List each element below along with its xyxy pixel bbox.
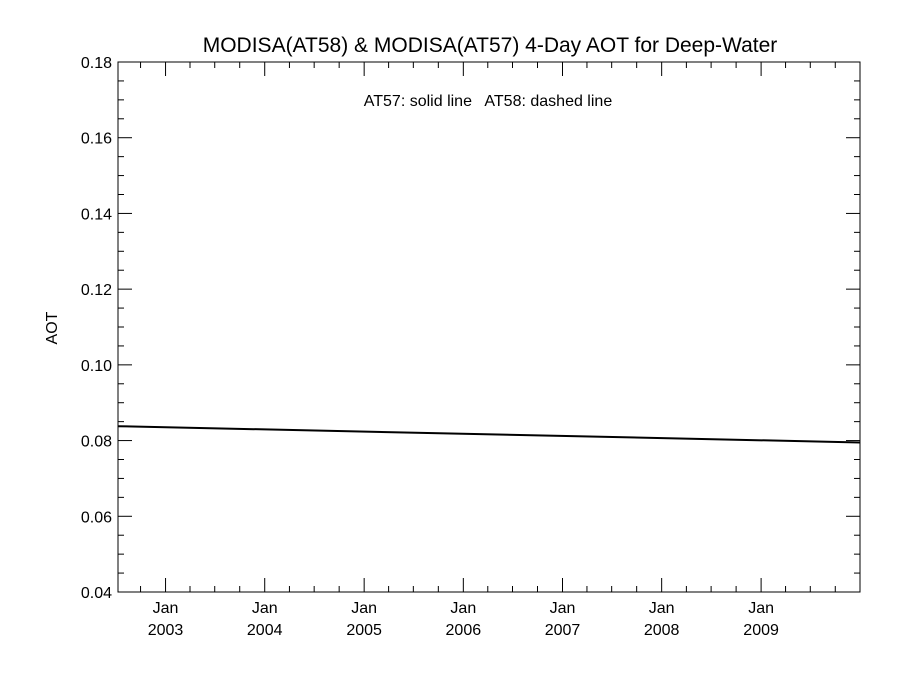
series-line-at57 bbox=[117, 425, 861, 444]
y-tick-label: 0.12 bbox=[81, 282, 112, 299]
x-major-ticks: Jan 2003 Jan 2004 Jan 2005 Jan 2006 Jan 2007 Jan 20… bbox=[148, 62, 779, 639]
x-minor-ticks bbox=[140, 62, 836, 592]
x-tick-label-year: 2004 bbox=[247, 622, 283, 639]
y-axis-label: AOT bbox=[44, 311, 61, 344]
x-tick-label-month: Jan bbox=[550, 600, 576, 617]
x-tick-label-year: 2008 bbox=[644, 622, 680, 639]
x-tick-label-month: Jan bbox=[351, 600, 377, 617]
x-tick-label-month: Jan bbox=[153, 600, 179, 617]
x-tick-label-month: Jan bbox=[748, 600, 774, 617]
x-tick-label-year: 2005 bbox=[346, 622, 382, 639]
legend-annotation: AT57: solid line AT58: dashed line bbox=[364, 93, 613, 110]
series-layer bbox=[117, 425, 861, 444]
y-tick-label: 0.08 bbox=[81, 434, 112, 451]
y-tick-label: 0.10 bbox=[81, 358, 112, 375]
y-tick-label: 0.18 bbox=[81, 55, 112, 72]
x-tick-label-month: Jan bbox=[649, 600, 675, 617]
y-tick-label: 0.16 bbox=[81, 131, 112, 148]
y-ticks: 0.04 0.06 0.08 0.10 0.12 0.14 0.16 0.18 bbox=[81, 55, 860, 602]
y-tick-label: 0.04 bbox=[81, 585, 112, 602]
y-tick-label: 0.06 bbox=[81, 509, 112, 526]
x-tick-label-month: Jan bbox=[252, 600, 278, 617]
x-tick-label-year: 2003 bbox=[148, 622, 184, 639]
x-tick-label-month: Jan bbox=[450, 600, 476, 617]
x-tick-label-year: 2006 bbox=[446, 622, 482, 639]
y-tick-label: 0.14 bbox=[81, 206, 112, 223]
plot-frame bbox=[117, 61, 861, 593]
x-tick-label-year: 2007 bbox=[545, 622, 581, 639]
chart-title: MODISA(AT58) & MODISA(AT57) 4-Day AOT fo… bbox=[203, 34, 778, 57]
x-tick-label-year: 2009 bbox=[743, 622, 779, 639]
